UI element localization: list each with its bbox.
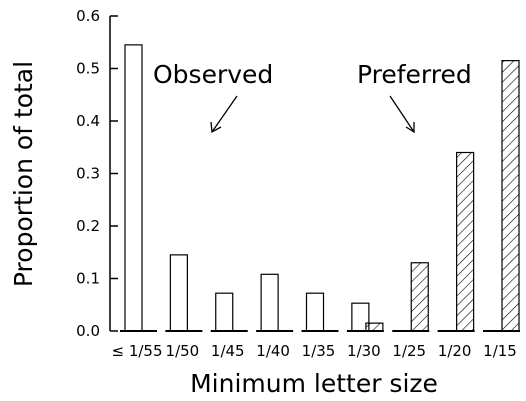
y-tick-label: 0.6 [76, 7, 100, 25]
bar-observed-5 [351, 302, 370, 332]
x-tick-label: 1/20 [438, 342, 472, 360]
bar-observed-0 [124, 44, 143, 332]
x-tick-label: 1/35 [302, 342, 336, 360]
x-tick-label: 1/15 [483, 342, 517, 360]
y-axis-ticks: 0.0 0.1 0.2 0.3 0.4 0.5 0.6 [76, 7, 118, 340]
bar-preferred-7 [456, 151, 475, 332]
x-axis-title: Minimum letter size [190, 369, 438, 398]
bar-preferred-5 [365, 322, 384, 332]
bars [120, 44, 520, 332]
y-tick-label: 0.5 [76, 60, 100, 78]
bar-observed-1 [169, 254, 188, 332]
bar-observed-3 [260, 273, 279, 332]
bar-preferred-8 [501, 60, 520, 332]
y-tick-label: 0.2 [76, 217, 100, 235]
y-tick-label: 0.4 [76, 112, 100, 130]
x-tick-label: 1/50 [166, 342, 200, 360]
y-tick-label: 0.0 [76, 322, 100, 340]
x-tick-label: 1/30 [347, 342, 381, 360]
y-tick-label: 0.1 [76, 270, 100, 288]
x-tick-label: ≤ 1/55 [111, 342, 162, 360]
observed-annotation: Observed [153, 60, 273, 89]
preferred-annotation: Preferred [357, 60, 472, 89]
y-tick-label: 0.3 [76, 165, 100, 183]
bar-observed-4 [305, 292, 325, 332]
bar-observed-2 [215, 292, 234, 332]
y-axis-title: Proportion of total [9, 61, 38, 287]
observed-arrow-icon [210, 95, 238, 134]
preferred-arrow-icon [389, 95, 415, 134]
x-axis-tick-labels: ≤ 1/55 1/50 1/45 1/40 1/35 1/30 1/25 1/20 1/15 [111, 342, 516, 360]
x-tick-label: 1/40 [256, 342, 290, 360]
bar-preferred-6 [410, 262, 429, 332]
x-tick-label: 1/25 [392, 342, 426, 360]
x-tick-label: 1/45 [211, 342, 245, 360]
